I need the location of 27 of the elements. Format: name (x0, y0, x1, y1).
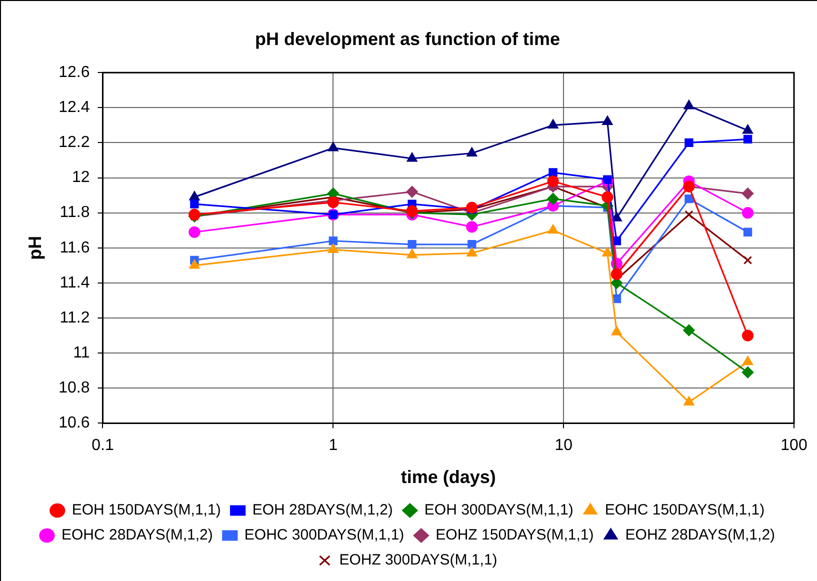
legend-label: EOH 28DAYS(M,1,2) (252, 502, 393, 519)
y-tick-label: 11.2 (60, 309, 90, 326)
legend-label: EOHZ 300DAYS(M,1,1) (339, 552, 498, 569)
legend-label: EOHZ 28DAYS(M,1,2) (625, 526, 776, 544)
y-tick-label: 11 (73, 344, 90, 362)
legend-label: EOHC 150DAYS(M,1,1) (604, 502, 765, 519)
chart-title: pH development as function of time (254, 28, 560, 49)
y-tick-label: 12.4 (58, 99, 90, 116)
legend-label: EOHC 28DAYS(M,1,2) (61, 526, 213, 544)
y-tick-label: 12 (72, 169, 90, 186)
y-tick-label: 11.8 (60, 204, 90, 222)
x-tick-label: 0.1 (92, 437, 114, 454)
y-axis-title: pH (24, 236, 45, 260)
y-tick-label: 11.4 (60, 274, 90, 292)
legend-label: EOH 300DAYS(M,1,1) (424, 502, 574, 519)
y-tick-label: 10.6 (58, 414, 90, 432)
x-tick-label: 100 (780, 437, 808, 454)
x-axis-title: time (days) (400, 467, 496, 488)
y-tick-label: 12.6 (58, 64, 90, 82)
y-tick-label: 10.8 (58, 380, 90, 397)
y-tick-label: 12.2 (58, 134, 90, 152)
legend-label: EOH 150DAYS(M,1,1) (72, 502, 221, 519)
x-tick-label: 1 (328, 437, 338, 454)
y-tick-label: 11.6 (60, 239, 90, 256)
x-tick-label: 10 (554, 437, 573, 454)
legend-label: EOHZ 150DAYS(M,1,1) (436, 526, 594, 544)
legend-label: EOHC 300DAYS(M,1,1) (244, 526, 404, 544)
